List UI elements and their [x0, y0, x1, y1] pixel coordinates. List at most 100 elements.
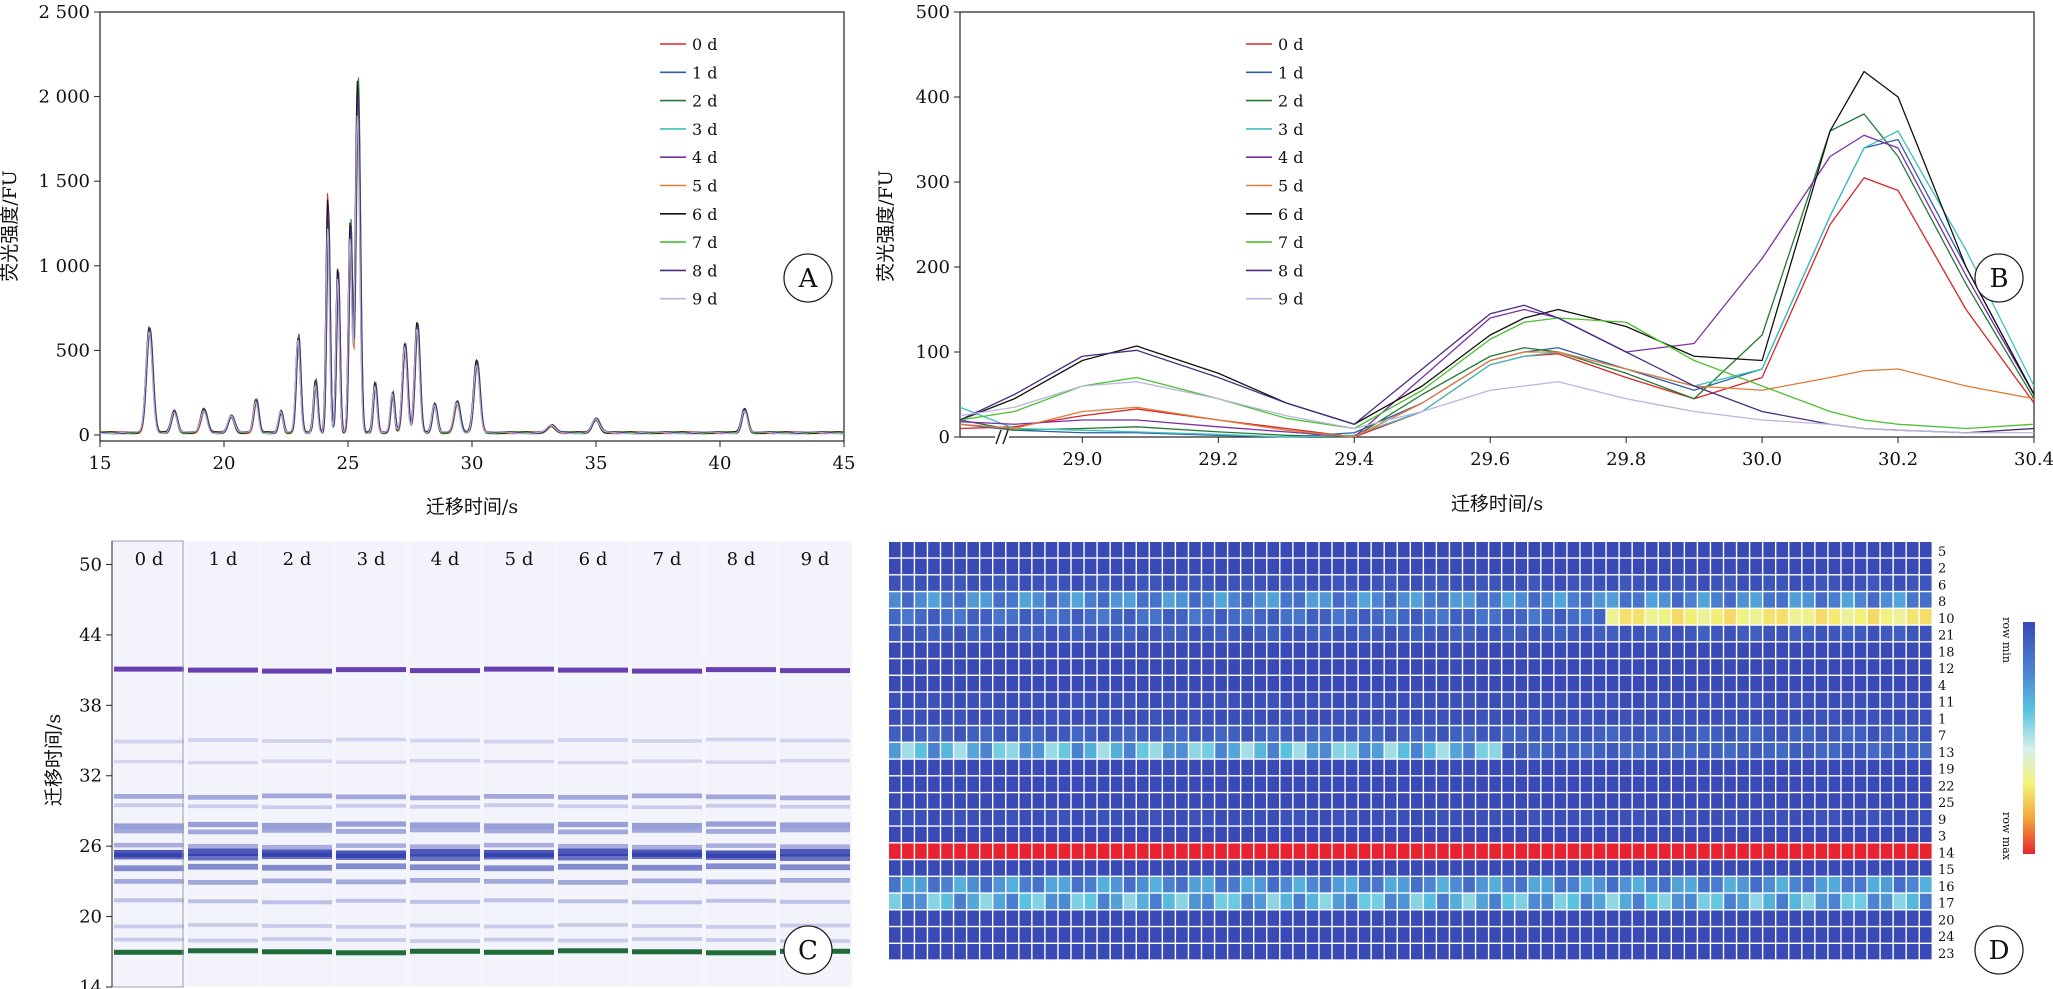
heatmap-cell	[1019, 877, 1032, 893]
heatmap-cell	[1815, 944, 1828, 960]
heatmap-cell	[941, 542, 953, 558]
heatmap-cell	[1802, 575, 1815, 591]
heatmap-cell	[1202, 659, 1214, 675]
panel-c-lane-3	[335, 541, 407, 987]
panel-c-band	[336, 853, 406, 860]
heatmap-cell	[1437, 893, 1449, 910]
heatmap-cell	[1071, 910, 1084, 926]
heatmap-cell	[1567, 642, 1580, 658]
panel-a-x-tick-label: 35	[585, 453, 608, 474]
heatmap-cell	[1828, 776, 1841, 792]
heatmap-cell	[1554, 676, 1567, 692]
heatmap-cell	[1150, 810, 1162, 826]
heatmap-cell	[1267, 625, 1280, 642]
panel-d-letter: D	[1989, 936, 2010, 966]
heatmap-cell	[1893, 776, 1906, 792]
heatmap-cell	[1554, 910, 1567, 926]
heatmap-cell	[1071, 625, 1084, 642]
heatmap-cell	[993, 709, 1006, 725]
heatmap-cell	[1606, 910, 1619, 926]
panel-c-band	[558, 863, 628, 870]
heatmap-cell	[1176, 877, 1188, 893]
heatmap-cell	[1006, 692, 1019, 709]
heatmap-cell	[1750, 692, 1762, 709]
heatmap-cell	[980, 625, 992, 642]
heatmap-cell	[1450, 793, 1462, 809]
heatmap-cell	[1019, 642, 1032, 658]
heatmap-cell	[941, 676, 953, 692]
heatmap-cell	[1711, 558, 1723, 575]
heatmap-cell	[1150, 592, 1162, 608]
heatmap-cell	[993, 726, 1006, 742]
heatmap-cell	[1645, 826, 1658, 843]
heatmap-cell	[1136, 575, 1149, 591]
panel-c-band	[188, 879, 258, 885]
heatmap-cell	[1776, 609, 1789, 625]
panel-c-band	[558, 843, 628, 849]
heatmap-cell	[1606, 609, 1619, 625]
heatmap-cell	[941, 843, 953, 859]
heatmap-cell	[1789, 776, 1802, 792]
heatmap-cell	[1841, 810, 1854, 826]
heatmap-cell	[1293, 843, 1306, 859]
heatmap-cell	[1150, 575, 1162, 591]
heatmap-cell	[1489, 910, 1501, 926]
heatmap-cell	[1750, 609, 1762, 625]
heatmap-cell	[1332, 843, 1345, 859]
panel-b-x-tick-label: 29.6	[1470, 449, 1510, 470]
heatmap-cell	[1763, 676, 1775, 692]
heatmap-cell	[1358, 659, 1371, 675]
heatmap-cell	[1776, 659, 1789, 675]
heatmap-cell	[1580, 743, 1593, 759]
heatmap-cell	[1358, 609, 1371, 625]
panel-c-band	[410, 948, 480, 954]
heatmap-cell	[1919, 625, 1932, 642]
panel-c-band	[262, 793, 332, 799]
heatmap-row-label: 23	[1938, 947, 1955, 962]
heatmap-cell	[1502, 877, 1514, 893]
heatmap-cell	[1058, 944, 1071, 960]
heatmap-cell	[1567, 575, 1580, 591]
heatmap-cell	[1411, 944, 1423, 960]
panel-c-band	[706, 925, 776, 929]
heatmap-cell	[1110, 793, 1123, 809]
heatmap-cell	[1554, 558, 1567, 575]
heatmap-cell	[1045, 826, 1058, 843]
heatmap-cell	[1580, 893, 1593, 910]
heatmap-cell	[902, 642, 914, 658]
heatmap-cell	[1580, 726, 1593, 742]
heatmap-cell	[1541, 575, 1554, 591]
heatmap-cell	[1241, 692, 1253, 709]
heatmap-cell	[1919, 575, 1932, 591]
heatmap-cell	[1685, 759, 1697, 776]
heatmap-cell	[1293, 877, 1306, 893]
heatmap-cell	[1502, 642, 1514, 658]
heatmap-cell	[1515, 843, 1528, 859]
heatmap-cell	[1123, 843, 1136, 859]
heatmap-cell	[1384, 726, 1397, 742]
panel-b-series-8d	[959, 304, 2035, 434]
heatmap-cell	[1150, 676, 1162, 692]
heatmap-cell	[1397, 676, 1410, 692]
heatmap-cell	[1267, 676, 1280, 692]
panel-b-y-tick-label: 300	[916, 172, 950, 193]
heatmap-cell	[902, 927, 914, 943]
heatmap-cell	[1176, 793, 1188, 809]
heatmap-cell	[1071, 676, 1084, 692]
heatmap-cell	[1463, 575, 1475, 591]
heatmap-cell	[1006, 893, 1019, 910]
heatmap-cell	[1019, 860, 1032, 876]
heatmap-cell	[1789, 826, 1802, 843]
heatmap-cell	[1293, 642, 1306, 658]
heatmap-cell	[967, 659, 979, 675]
heatmap-cell	[1136, 826, 1149, 843]
heatmap-cell	[1711, 575, 1723, 591]
heatmap-cell	[915, 726, 927, 742]
heatmap-cell	[1711, 659, 1723, 675]
heatmap-cell	[1437, 625, 1449, 642]
panel-c-band	[410, 804, 480, 809]
heatmap-cell	[1502, 592, 1514, 608]
heatmap-cell	[1580, 810, 1593, 826]
heatmap-cell	[1136, 609, 1149, 625]
